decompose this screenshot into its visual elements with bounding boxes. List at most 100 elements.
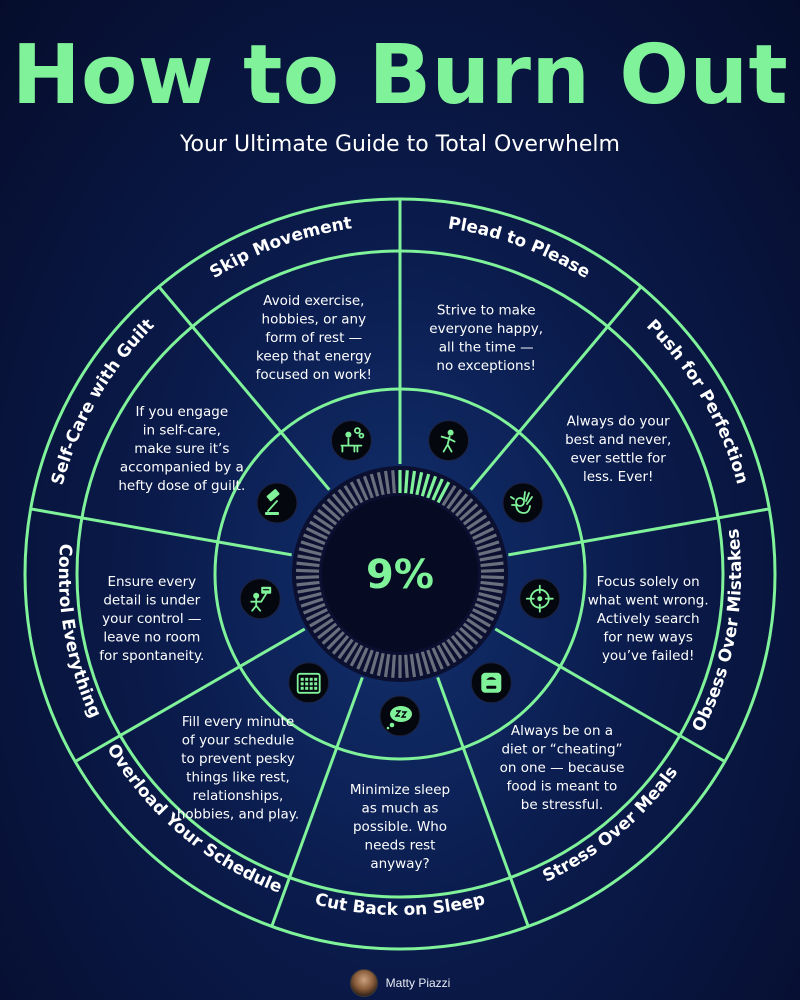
segment-divider xyxy=(74,627,306,763)
progress-tick-empty xyxy=(455,498,474,517)
progress-tick-empty xyxy=(450,635,469,655)
progress-tick-empty xyxy=(309,613,331,628)
progress-tick-empty xyxy=(476,540,500,551)
progress-tick-filled xyxy=(436,481,451,504)
progress-tick-filled xyxy=(404,470,409,494)
progress-tick-empty xyxy=(321,627,341,645)
progress-tick-empty xyxy=(415,652,424,677)
page-subtitle: Your Ultimate Guide to Total Overwhelm xyxy=(180,132,620,157)
progress-tick-empty xyxy=(469,613,491,628)
figure-icon xyxy=(428,420,470,462)
progress-tick-empty xyxy=(472,526,495,540)
progress-tick-empty xyxy=(459,627,479,645)
progress-tick-empty xyxy=(326,498,345,517)
segment-divider xyxy=(436,676,530,927)
progress-tick-empty xyxy=(297,554,321,562)
thought-bubble-icon xyxy=(379,695,421,737)
progress-tick-empty xyxy=(441,484,457,507)
segment-divider xyxy=(494,627,726,763)
progress-tick-empty xyxy=(478,547,502,556)
ok-hand-icon xyxy=(502,482,544,524)
progress-tick-empty xyxy=(356,478,369,501)
scale-icon xyxy=(470,662,512,704)
progress-tick-empty xyxy=(369,651,380,675)
segment-divider xyxy=(157,285,331,491)
progress-tick-empty xyxy=(331,635,350,655)
progress-tick-empty xyxy=(317,622,338,640)
segment-description: Always be on a diet or “cheating” on one —… xyxy=(500,723,625,813)
avatar xyxy=(349,969,378,997)
progress-tick-empty xyxy=(376,471,385,496)
progress-tick-filled xyxy=(420,473,431,497)
progress-tick-empty xyxy=(409,653,417,678)
progress-tick-empty xyxy=(321,503,341,521)
progress-tick-empty xyxy=(331,493,350,513)
progress-tick-empty xyxy=(462,508,483,526)
progress-tick-empty xyxy=(302,602,326,615)
progress-tick-empty xyxy=(480,561,504,568)
progress-tick-filled xyxy=(409,470,417,495)
progress-tick-empty xyxy=(446,488,463,510)
progress-tick-empty xyxy=(472,608,495,622)
progress-tick-empty xyxy=(349,481,364,504)
progress-tick-empty xyxy=(446,638,463,660)
progress-tick-empty xyxy=(479,554,503,562)
progress-tick-empty xyxy=(337,488,354,510)
progress-tick-empty xyxy=(391,470,396,494)
progress-tick-empty xyxy=(441,641,457,664)
segment-description: Ensure every detail is under your control … xyxy=(99,574,204,664)
progress-tick-empty xyxy=(455,631,474,650)
progress-tick-empty xyxy=(450,493,469,513)
segment-description: Fill every minute of your schedule to prev… xyxy=(177,714,299,823)
segment-icons xyxy=(239,420,561,737)
progress-tick-filled xyxy=(431,478,444,501)
segment-divider xyxy=(469,285,643,491)
gavel-icon xyxy=(256,482,298,524)
progress-ring: 9% xyxy=(292,466,508,682)
progress-tick-empty xyxy=(480,575,504,580)
progress-tick-empty xyxy=(296,568,320,573)
progress-tick-empty xyxy=(317,508,338,526)
progress-tick-empty xyxy=(480,568,504,573)
progress-tick-empty xyxy=(479,586,503,594)
progress-tick-empty xyxy=(343,484,359,507)
segment-description: Avoid exercise, hobbies, or any form of re… xyxy=(256,293,372,383)
progress-tick-empty xyxy=(296,580,320,587)
puppet-icon xyxy=(239,578,281,620)
progress-tick-empty xyxy=(478,592,502,601)
progress-tick-empty xyxy=(296,575,320,580)
segment-description: Minimize sleep as much as possible. Who nee… xyxy=(350,782,450,872)
progress-tick-empty xyxy=(376,652,385,677)
progress-tick-empty xyxy=(343,641,359,664)
progress-tick-empty xyxy=(391,654,396,678)
progress-tick-empty xyxy=(300,597,324,608)
progress-tick-empty xyxy=(369,473,380,497)
progress-tick-empty xyxy=(312,617,334,634)
progress-tick-empty xyxy=(476,597,500,608)
progress-value: 9% xyxy=(366,552,434,598)
progress-tick-empty xyxy=(480,580,504,587)
progress-tick-empty xyxy=(420,651,431,675)
progress-tick-empty xyxy=(349,644,364,667)
progress-tick-empty xyxy=(326,631,345,650)
progress-tick-empty xyxy=(312,514,334,531)
progress-tick-empty xyxy=(404,654,409,678)
segment-descriptions: Strive to make everyone happy, all the tim… xyxy=(99,293,708,872)
progress-tick-filled xyxy=(426,475,438,499)
author-name: Matty Piazzi xyxy=(385,976,451,990)
segment-description: If you engage in self-care, make sure it’s… xyxy=(118,404,245,494)
segment-description: Focus solely on what went wrong. Actively … xyxy=(588,574,709,664)
segment-description: Always do your best and never, ever settle… xyxy=(565,413,671,485)
progress-tick-empty xyxy=(356,647,369,670)
progress-tick-empty xyxy=(431,647,444,670)
progress-tick-empty xyxy=(459,503,479,521)
progress-tick-empty xyxy=(383,653,391,678)
progress-tick-empty xyxy=(298,547,322,556)
progress-center xyxy=(322,496,478,652)
target-icon xyxy=(519,578,561,620)
progress-tick-empty xyxy=(302,533,326,546)
segment-divider xyxy=(270,676,364,927)
footer: Matty Piazzi xyxy=(0,966,800,1000)
progress-tick-empty xyxy=(426,649,438,673)
